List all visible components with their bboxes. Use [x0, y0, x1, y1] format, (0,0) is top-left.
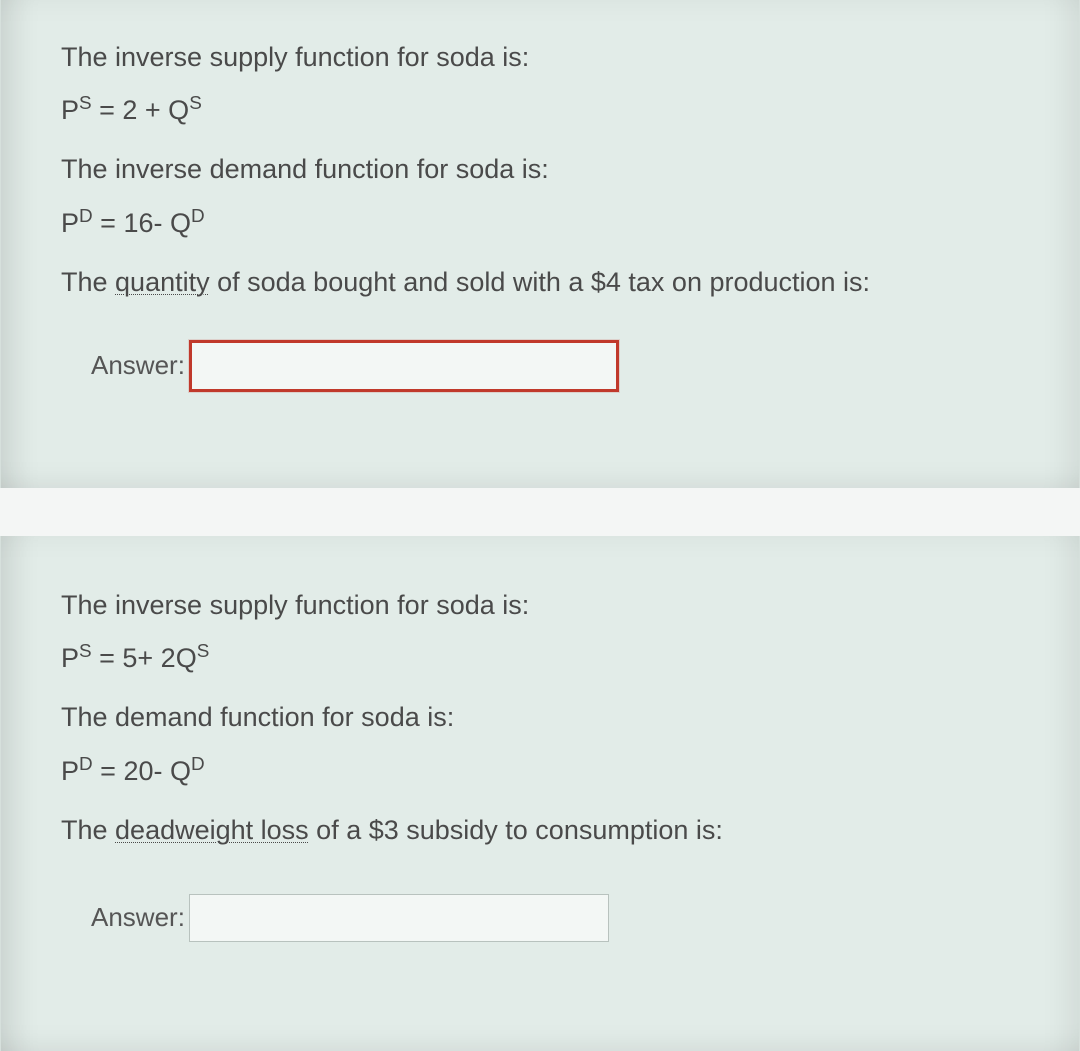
q2-demand-intro: The demand function for soda is:	[61, 696, 1039, 739]
eq-sup: S	[79, 641, 92, 662]
eq-text: = 20- Q	[93, 756, 191, 786]
q2-post: of a $3 subsidy to consumption is:	[309, 815, 723, 845]
eq-text: = 5+ 2Q	[92, 643, 197, 673]
answer-label: Answer:	[91, 350, 185, 381]
q1-answer-input[interactable]	[189, 340, 619, 392]
eq-text: P	[61, 208, 79, 238]
q1-demand-intro: The inverse demand function for soda is:	[61, 148, 1039, 191]
q2-answer-row: Answer:	[91, 894, 1039, 942]
q2-keyword: deadweight loss	[115, 815, 309, 845]
q1-answer-row: Answer:	[91, 340, 1039, 392]
eq-sup: D	[79, 206, 93, 227]
page: The inverse supply function for soda is:…	[0, 0, 1080, 1051]
eq-sup: S	[189, 93, 202, 114]
q1-question-line: The quantity of soda bought and sold wit…	[61, 261, 1039, 304]
eq-text: = 16- Q	[93, 208, 191, 238]
question-card-2: The inverse supply function for soda is:…	[0, 536, 1080, 1051]
q2-question-line: The deadweight loss of a $3 subsidy to c…	[61, 809, 1039, 852]
q1-post: of soda bought and sold with a $4 tax on…	[210, 267, 870, 297]
eq-sup: D	[191, 206, 205, 227]
eq-sup: S	[197, 641, 210, 662]
q2-supply-equation: PS = 5+ 2QS	[61, 637, 1039, 680]
q2-supply-intro: The inverse supply function for soda is:	[61, 584, 1039, 627]
eq-text: = 2 + Q	[92, 95, 190, 125]
q2-pre: The	[61, 815, 115, 845]
q1-pre: The	[61, 267, 115, 297]
eq-text: P	[61, 95, 79, 125]
q1-supply-equation: PS = 2 + QS	[61, 89, 1039, 132]
q2-demand-equation: PD = 20- QD	[61, 750, 1039, 793]
q1-demand-equation: PD = 16- QD	[61, 202, 1039, 245]
eq-sup: S	[79, 93, 92, 114]
q2-answer-input[interactable]	[189, 894, 609, 942]
eq-text: P	[61, 756, 79, 786]
q1-supply-intro: The inverse supply function for soda is:	[61, 36, 1039, 79]
answer-label: Answer:	[91, 902, 185, 933]
eq-sup: D	[79, 754, 93, 775]
eq-text: P	[61, 643, 79, 673]
q1-keyword: quantity	[115, 267, 210, 297]
question-card-1: The inverse supply function for soda is:…	[0, 0, 1080, 488]
card-gap	[0, 488, 1080, 536]
eq-sup: D	[191, 754, 205, 775]
